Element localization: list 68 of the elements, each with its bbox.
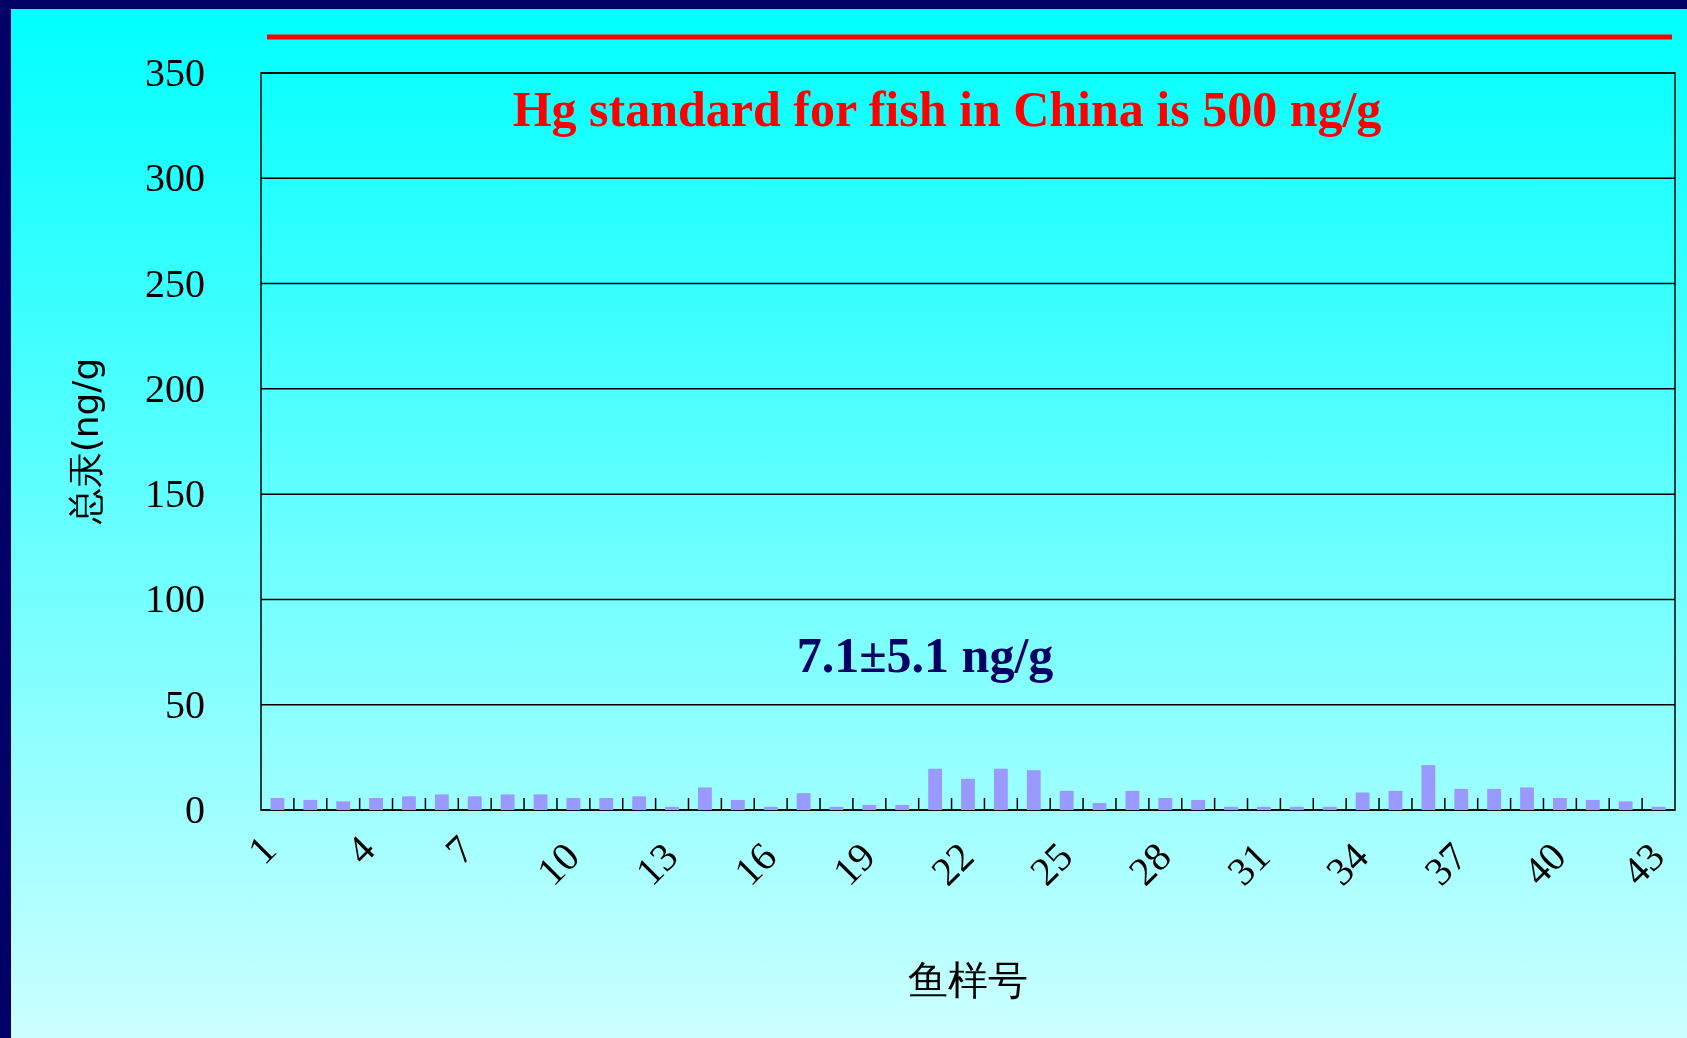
y-tick-label: 300 [145, 155, 205, 201]
bar [1322, 806, 1337, 810]
bar [270, 798, 285, 810]
bar [434, 794, 449, 810]
bar [1421, 765, 1436, 810]
bar [1191, 799, 1206, 810]
x-tick-label: 7 [436, 826, 483, 873]
bar [1224, 806, 1238, 810]
bar [599, 798, 614, 810]
x-tick-label: 10 [527, 833, 588, 894]
bar [928, 768, 943, 810]
bar [1026, 770, 1041, 810]
y-axis-title: 总汞(ng/g [65, 357, 106, 526]
bar [1388, 790, 1403, 810]
bar [566, 798, 581, 810]
x-tick-label: 22 [922, 833, 983, 894]
bar [1257, 806, 1271, 810]
bar [1585, 799, 1600, 810]
bar [533, 794, 548, 810]
bar [1454, 788, 1469, 810]
bar [402, 796, 416, 810]
bar [1125, 790, 1140, 810]
y-tick-label: 250 [145, 260, 205, 306]
annotation: Hg standard for fish in China is 500 ng/g [512, 81, 1382, 137]
x-tick-label: 43 [1612, 833, 1674, 894]
y-tick-label: 100 [145, 576, 205, 622]
bar [862, 804, 877, 810]
y-tick-label: 0 [185, 787, 205, 832]
bar [961, 778, 975, 810]
bar [303, 799, 318, 810]
bar [698, 787, 712, 810]
x-axis-title: 鱼样号 [908, 957, 1028, 1003]
bar [1059, 790, 1074, 810]
bar [895, 804, 910, 810]
bar [1553, 798, 1567, 810]
x-tick-label: 40 [1514, 833, 1575, 894]
bar [730, 799, 745, 810]
bar [1520, 787, 1534, 810]
bar [1092, 803, 1107, 810]
x-tick-label: 13 [626, 833, 687, 894]
bar [796, 793, 811, 810]
annotation: 7.1±5.1 ng/g [796, 627, 1054, 683]
bar [1355, 792, 1370, 810]
x-tick-label: 4 [337, 826, 384, 873]
y-tick-label: 150 [145, 471, 205, 517]
bar [1618, 801, 1633, 810]
x-tick-label: 16 [725, 833, 786, 894]
bar [336, 801, 351, 810]
x-tick-label: 37 [1415, 833, 1476, 894]
y-tick-label: 350 [145, 50, 205, 95]
bar [500, 794, 515, 810]
bar [1158, 798, 1173, 810]
bar [665, 806, 679, 810]
x-tick-label: 34 [1317, 833, 1378, 894]
y-tick-label: 50 [165, 681, 205, 727]
bar [632, 796, 647, 810]
x-tick-label: 31 [1218, 833, 1279, 894]
x-tick-label: 25 [1021, 833, 1082, 894]
x-tick-label: 19 [823, 833, 884, 894]
bar [993, 768, 1008, 810]
x-tick-label: 28 [1119, 833, 1180, 894]
bar [1289, 806, 1304, 810]
bar [1487, 788, 1502, 810]
bar [369, 798, 383, 810]
x-tick-label: 1 [238, 826, 285, 873]
bar [467, 796, 482, 810]
y-tick-label: 200 [145, 365, 205, 411]
bar [763, 806, 778, 810]
